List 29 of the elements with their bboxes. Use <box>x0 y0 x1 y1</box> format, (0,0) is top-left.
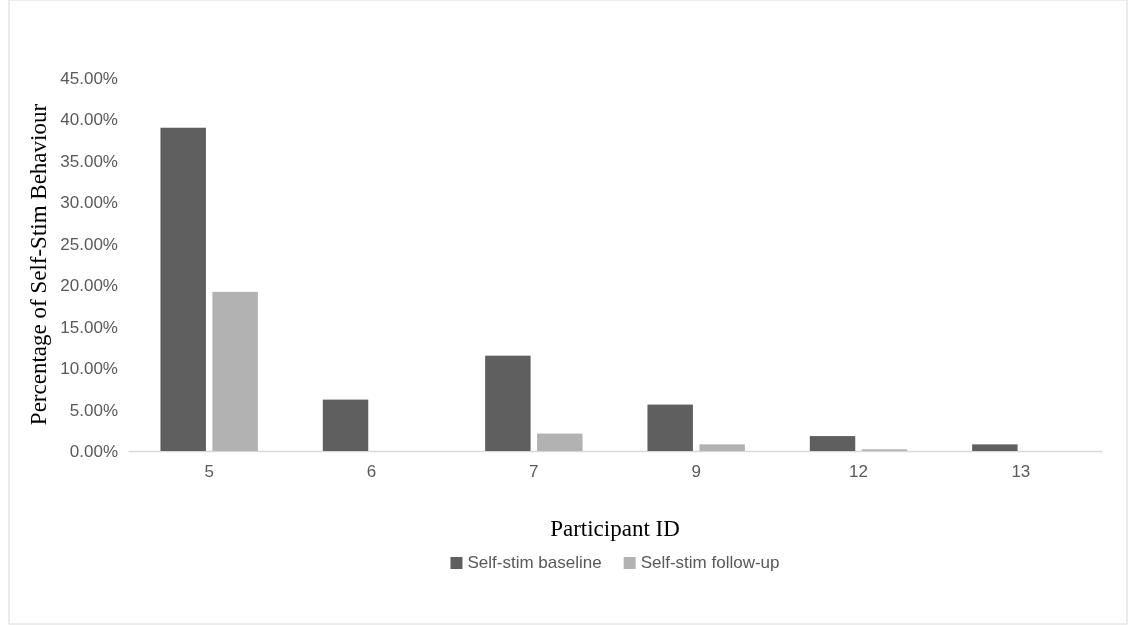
bar <box>212 291 258 451</box>
y-tick-label: 40.00% <box>60 110 118 130</box>
y-tick-label: 20.00% <box>60 276 118 296</box>
x-tick-label: 5 <box>204 462 214 482</box>
bar <box>699 444 745 451</box>
y-tick-label: 15.00% <box>60 317 118 337</box>
bar <box>537 433 583 451</box>
x-tick-label: 6 <box>366 462 377 482</box>
y-tick-label: 30.00% <box>60 193 118 213</box>
bar <box>972 444 1018 451</box>
x-axis-title: Participant ID <box>550 516 680 541</box>
y-tick-label: 25.00% <box>60 234 118 254</box>
x-tick-label: 7 <box>529 462 539 482</box>
y-tick-label: 5.00% <box>69 400 118 420</box>
bar <box>809 436 856 451</box>
y-tick-label: 35.00% <box>60 151 118 171</box>
bar <box>160 127 206 451</box>
y-tick-label: 0.00% <box>69 441 118 461</box>
bar <box>322 399 369 451</box>
legend-label: Self-stim follow-up <box>640 553 780 572</box>
x-tick-label: 13 <box>1011 462 1031 482</box>
y-axis-title: Percentage of Self-Stim Behaviour <box>26 103 51 426</box>
y-tick-label: 45.00% <box>60 68 118 88</box>
legend-label: Self-stim baseline <box>467 553 602 572</box>
bar <box>485 355 531 451</box>
bar <box>647 404 693 451</box>
x-tick-label: 12 <box>849 462 868 482</box>
x-tick-label: 9 <box>691 462 701 482</box>
y-tick-label: 10.00% <box>60 359 118 379</box>
